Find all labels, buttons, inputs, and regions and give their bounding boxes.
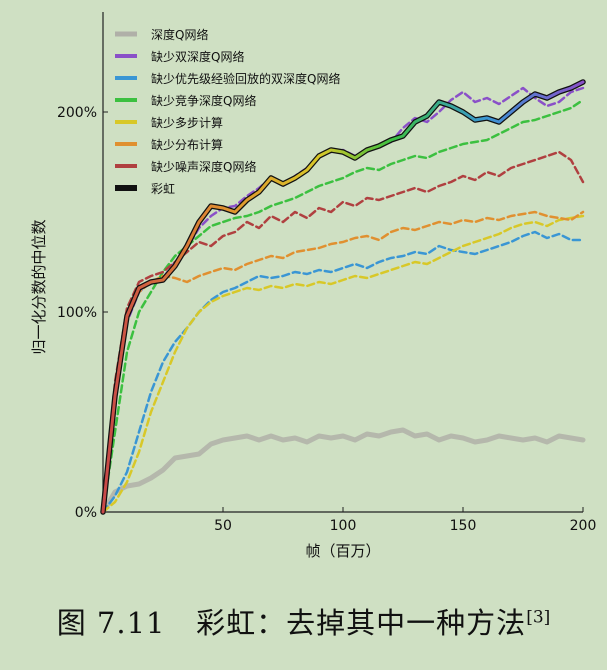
legend-label: 深度Q网络	[151, 27, 208, 42]
y-tick-label: 100%	[57, 305, 97, 321]
legend-label: 缺少噪声深度Q网络	[151, 159, 256, 174]
legend-label: 缺少优先级经验回放的双深度Q网络	[151, 71, 340, 86]
plot-area	[100, 79, 586, 515]
chart: 50 100 150 200 0% 100% 200% 帧（百万） 归一化分数的中位数 深度Q网…	[30, 12, 596, 560]
series-line-5	[101, 214, 585, 514]
y-axis-label: 归一化分数的中位数	[30, 219, 48, 354]
series-line-8	[101, 80, 585, 514]
legend: 深度Q网络缺少双深度Q网络缺少优先级经验回放的双深度Q网络缺少竞争深度Q网络缺少…	[115, 27, 340, 196]
caption-text: 彩虹：去掉其中一种方法	[196, 606, 527, 640]
x-axis-label: 帧（百万）	[305, 542, 380, 560]
x-tick-label: 100	[330, 518, 357, 534]
series-line-3	[101, 230, 585, 514]
axes: 50 100 150 200 0% 100% 200% 帧（百万） 归一化分数的中位数	[30, 12, 596, 560]
y-tick-label: 0%	[75, 505, 97, 521]
series-line-6	[101, 210, 585, 514]
y-tick-label: 200%	[57, 105, 97, 121]
x-tick-label: 50	[214, 518, 232, 534]
legend-label: 缺少竞争深度Q网络	[151, 93, 256, 108]
series-line-1	[100, 427, 586, 515]
legend-label: 缺少双深度Q网络	[151, 49, 244, 64]
caption-label: 图 7.11	[56, 606, 166, 640]
x-tick-label: 200	[570, 518, 597, 534]
figure-caption: 图 7.11 彩虹：去掉其中一种方法[3]	[0, 600, 607, 642]
legend-label: 缺少分布计算	[151, 137, 223, 152]
legend-label: 彩虹	[151, 182, 175, 196]
legend-label: 缺少多步计算	[151, 115, 223, 130]
caption-reference: [3]	[526, 607, 551, 628]
x-tick-label: 150	[450, 518, 477, 534]
